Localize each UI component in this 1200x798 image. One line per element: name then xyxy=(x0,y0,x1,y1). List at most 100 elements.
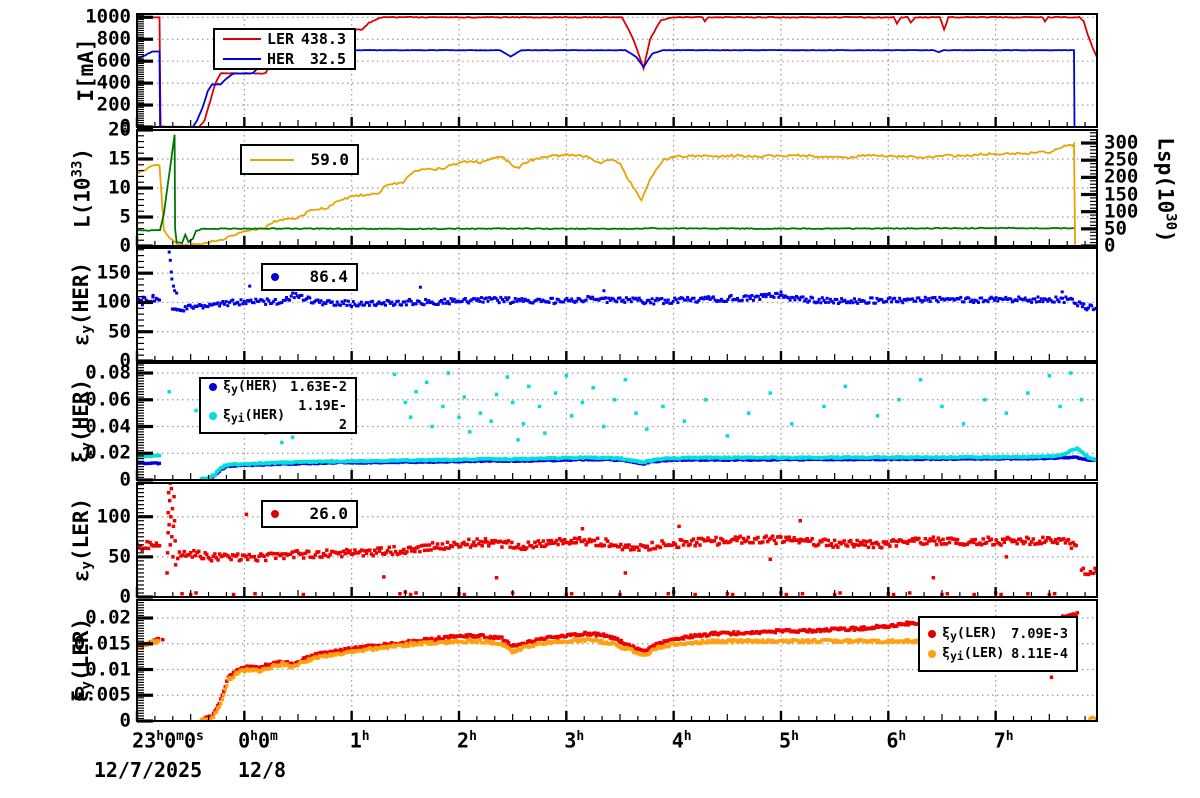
x-tick-label: 7h xyxy=(993,728,1014,753)
legend-row: ξy(HER) 1.63E-2 xyxy=(209,377,347,397)
date-label-start: 12/7/2025 xyxy=(93,758,203,782)
series-group xyxy=(137,134,1076,246)
y-tick-label: 400 xyxy=(96,71,131,94)
xiy-ler-dot-marker xyxy=(928,629,936,638)
legend-row: HER 32.5 xyxy=(223,49,346,69)
legend-beambeam-ler: ξy(LER) 7.09E-3 ξyi(LER) 8.11E-4 xyxy=(918,616,1078,672)
y-axis-title-luminosity: L(1033) xyxy=(69,147,95,229)
y-tick-label: 0.015 xyxy=(73,632,131,655)
legend-label: LER xyxy=(267,29,295,48)
legend-label: ξyi(HER) xyxy=(222,406,286,425)
y-tick-label: 10 xyxy=(108,176,131,199)
y-tick-label: 150 xyxy=(96,261,131,284)
legend-label: HER xyxy=(267,50,295,68)
y-tick-label: 50 xyxy=(108,320,131,343)
legend-row: ξyi(HER) 1.19E-2 xyxy=(209,397,347,433)
y-tick-label: 5 xyxy=(119,205,131,228)
xiyi-her-dot-marker xyxy=(209,411,217,420)
legend-row: ξy(LER) 7.09E-3 xyxy=(928,624,1068,644)
y-axis-title-current: I[mA] xyxy=(74,38,98,102)
y-tick-label: 1000 xyxy=(85,5,131,28)
emittance-her-dot-marker xyxy=(271,273,279,281)
x-tick-label: 0h0m xyxy=(238,728,278,753)
y-tick-label: 20 xyxy=(108,118,131,141)
y-tick-label-right: 100 xyxy=(1104,200,1139,223)
legend-value: 59.0 xyxy=(310,149,349,169)
y-tick-label: 15 xyxy=(108,147,131,170)
series-group xyxy=(137,371,1097,480)
legend-row: 59.0 xyxy=(250,149,349,171)
legend-value: 86.4 xyxy=(309,267,348,287)
her-line-marker xyxy=(223,58,261,61)
y-tick-label: 100 xyxy=(96,290,131,313)
y-tick-label-right: 250 xyxy=(1104,148,1139,171)
y-tick-label: 200 xyxy=(96,93,131,116)
legend-value: 8.11E-4 xyxy=(1011,645,1068,662)
legend-beambeam-her: ξy(HER) 1.63E-2 ξyi(HER) 1.19E-2 xyxy=(199,377,357,434)
y-tick-label: 0 xyxy=(119,115,131,138)
xiy-her-dot-marker xyxy=(209,383,217,392)
y-tick-label: 100 xyxy=(96,505,131,528)
emittance-ler-dot-marker xyxy=(271,510,279,518)
x-tick-label: 3h xyxy=(564,728,585,753)
legend-emittance-her: 86.4 xyxy=(261,263,358,291)
y-tick-label: 0 xyxy=(119,585,131,608)
x-tick-label: 23h0m0s xyxy=(132,728,204,753)
y-tick-label-right: 150 xyxy=(1104,183,1139,206)
x-tick-label: 4h xyxy=(671,728,692,753)
ler-line-marker xyxy=(223,37,261,40)
y-axis-title-emittance-ler: εy(LER) xyxy=(69,497,95,583)
luminosity-line-marker xyxy=(250,158,294,161)
y-tick-label: 0.08 xyxy=(85,361,131,384)
panel-border xyxy=(136,247,1098,362)
legend-value: 32.5 xyxy=(309,50,346,68)
date-label-next-day: 12/8 xyxy=(237,758,287,782)
legend-value: 1.19E-2 xyxy=(298,398,347,433)
legend-value: 7.09E-3 xyxy=(1011,625,1068,642)
y-tick-label: 0 xyxy=(119,709,131,732)
legend-luminosity: 59.0 xyxy=(240,144,359,175)
y-tick-label: 0.02 xyxy=(85,441,131,464)
y-tick-label: 0.01 xyxy=(85,658,131,680)
legend-row: 86.4 xyxy=(271,266,348,288)
y-tick-label: 50 xyxy=(108,545,131,568)
legend-current: LER 438.3 HER 32.5 xyxy=(213,28,356,70)
y-tick-label: 0.04 xyxy=(85,415,131,437)
panel-border xyxy=(136,599,1098,722)
x-tick-label: 5h xyxy=(779,728,799,753)
legend-row: ξyi(LER) 8.11E-4 xyxy=(928,644,1068,664)
y-axis-title-emittance-her: εy(HER) xyxy=(69,261,95,347)
legend-value: 1.63E-2 xyxy=(290,379,347,396)
y-tick-label-right: 50 xyxy=(1104,217,1127,240)
series-line-luminosity xyxy=(137,141,1076,246)
legend-label: ξy(HER) xyxy=(223,378,279,397)
y-tick-label: 0.005 xyxy=(73,683,131,706)
legend-row: LER 438.3 xyxy=(223,29,346,49)
legend-label: ξy(LER) xyxy=(942,624,998,643)
y-tick-label-right: 200 xyxy=(1104,165,1139,188)
series-group xyxy=(137,250,1097,313)
y-tick-label: 800 xyxy=(96,27,131,50)
y-tick-label: 0 xyxy=(119,349,131,372)
legend-value: 438.3 xyxy=(300,29,346,48)
x-tick-label: 6h xyxy=(886,728,907,753)
y-tick-label-right: 0 xyxy=(1104,234,1116,257)
y-tick-label: 0 xyxy=(119,234,131,257)
y-tick-label-right: 300 xyxy=(1104,131,1139,154)
panel-border xyxy=(136,482,1098,598)
y-tick-label: 600 xyxy=(96,49,131,72)
y-tick-label: 0.02 xyxy=(85,606,131,629)
legend-emittance-ler: 26.0 xyxy=(261,500,358,528)
x-tick-label: 1h xyxy=(349,728,370,753)
xiyi-ler-dot-marker xyxy=(928,650,936,659)
x-tick-label: 2h xyxy=(457,728,477,753)
y-axis-title-lsp: Lsp(1030) xyxy=(1153,137,1179,243)
legend-row: 26.0 xyxy=(271,503,348,525)
y-tick-label: 0 xyxy=(119,468,131,491)
legend-value: 26.0 xyxy=(309,504,348,524)
legend-label: ξyi(LER) xyxy=(942,645,1005,663)
y-tick-label: 0.06 xyxy=(85,388,131,411)
series-line-specific luminosity xyxy=(137,134,1075,245)
